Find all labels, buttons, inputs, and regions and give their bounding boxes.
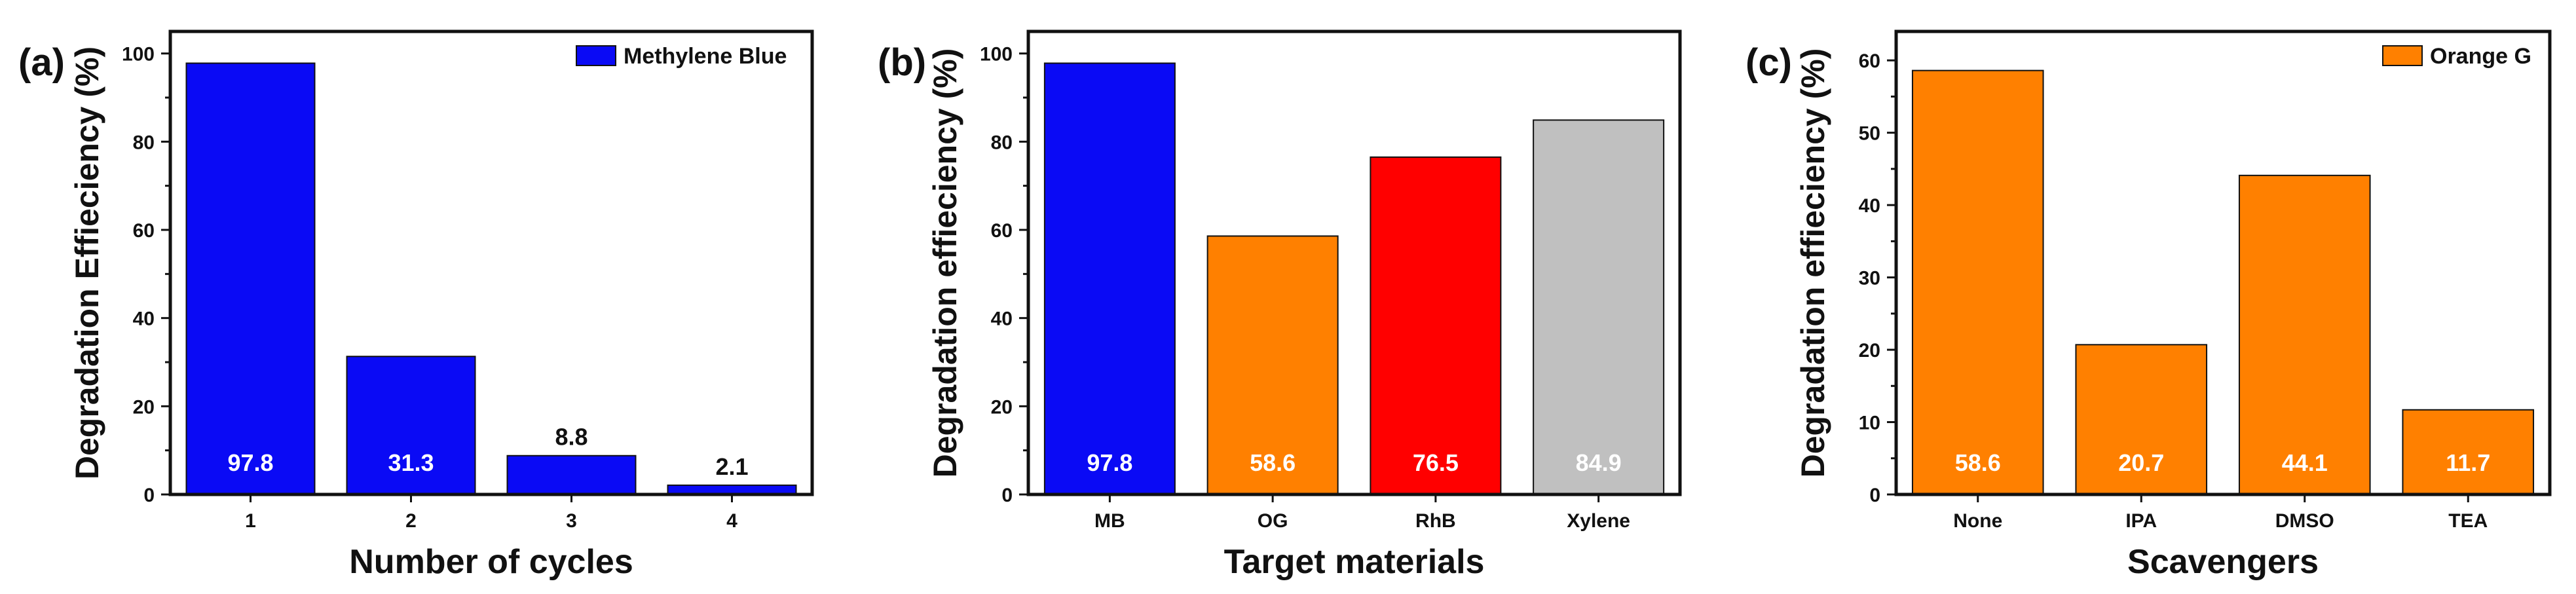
bar-rhb [1370, 156, 1502, 495]
x-tick-label: MB [1094, 510, 1125, 532]
plot-frame [1894, 29, 2552, 496]
x-axis-title: Target materials [1224, 543, 1485, 581]
bar-xylene [1533, 119, 1665, 495]
y-tick-label: 20 [991, 396, 1013, 418]
panel-label: (c) [1745, 41, 1792, 84]
value-label: 44.1 [2282, 449, 2328, 476]
value-label: 97.8 [227, 449, 273, 476]
bar-mb [1043, 62, 1176, 496]
y-tick-label: 20 [133, 396, 155, 418]
bar-dmso [2238, 174, 2371, 495]
legend-swatch [2382, 45, 2423, 66]
legend: Orange G [2382, 44, 2531, 69]
legend-swatch [576, 45, 616, 66]
y-tick-label: 100 [980, 44, 1013, 65]
y-tick-label: 60 [991, 220, 1013, 242]
chart-panel-2: 97.8 MB 58.6 OG 76.5 RhB 84.9 Xylene 0 20 40 60 80 10… [878, 29, 1682, 581]
x-axis-title: Scavengers [2127, 543, 2319, 581]
value-label: 58.6 [1955, 449, 2001, 476]
x-tick-label: DMSO [2275, 510, 2334, 532]
x-tick-label: 4 [726, 510, 737, 532]
x-tick-label: TEA [2448, 510, 2488, 532]
value-label: 20.7 [2118, 449, 2164, 476]
x-tick-label: IPA [2125, 510, 2157, 532]
y-tick-label: 50 [1859, 123, 1880, 145]
value-label: 76.5 [1413, 449, 1459, 476]
value-label: 58.6 [1250, 449, 1296, 476]
x-tick-label: 2 [405, 510, 417, 532]
bar-none [1911, 69, 2044, 495]
bar-tea [2402, 409, 2535, 496]
value-label: 11.7 [2446, 449, 2490, 476]
value-label: 97.8 [1087, 449, 1132, 476]
panel-label: (b) [878, 41, 926, 84]
chart-panel-3: 58.6 None 20.7 IPA 44.1 DMSO 11.7 TEA 0 10 20 30 40 5… [1745, 29, 2552, 581]
y-axis-title: Degradation effieciency (%) [1795, 48, 1831, 478]
y-tick-label: 40 [991, 308, 1013, 330]
x-tick-label: 1 [245, 510, 256, 532]
legend-label: Orange G [2430, 44, 2531, 69]
x-tick-label: Xylene [1567, 510, 1630, 532]
y-tick-label: 60 [133, 220, 155, 242]
bar-ipa [2075, 344, 2208, 496]
y-tick-label: 0 [143, 485, 155, 506]
x-tick-label: None [1953, 510, 2002, 532]
bar-1 [185, 62, 316, 496]
y-tick-label: 80 [991, 132, 1013, 153]
x-tick-label: OG [1258, 510, 1288, 532]
x-axis-title: Number of cycles [349, 543, 633, 581]
value-label: 2.1 [715, 453, 748, 480]
plot-frame [1026, 29, 1682, 496]
x-tick-label: RhB [1415, 510, 1456, 532]
y-tick-label: 80 [133, 132, 155, 153]
y-tick-label: 30 [1859, 268, 1880, 289]
legend-label: Methylene Blue [624, 44, 787, 69]
y-tick-label: 0 [1001, 485, 1013, 506]
y-tick-label: 100 [122, 44, 155, 65]
panel-label: (a) [18, 41, 65, 84]
x-tick-label: 3 [566, 510, 577, 532]
y-tick-label: 40 [133, 308, 155, 330]
value-label: 84.9 [1576, 449, 1622, 476]
y-tick-label: 60 [1859, 50, 1880, 72]
y-tick-label: 10 [1859, 413, 1880, 434]
value-label: 31.3 [388, 449, 434, 476]
y-tick-label: 0 [1869, 485, 1880, 506]
y-tick-label: 20 [1859, 340, 1880, 362]
value-label: 8.8 [555, 424, 588, 451]
plot-frame [168, 29, 814, 496]
legend: Methylene Blue [576, 44, 787, 69]
y-axis-title: Degradation Effieciency (%) [69, 46, 105, 479]
y-axis-title: Degradation effieciency (%) [927, 48, 963, 478]
y-tick-label: 40 [1859, 195, 1880, 217]
bar-3 [506, 455, 637, 495]
